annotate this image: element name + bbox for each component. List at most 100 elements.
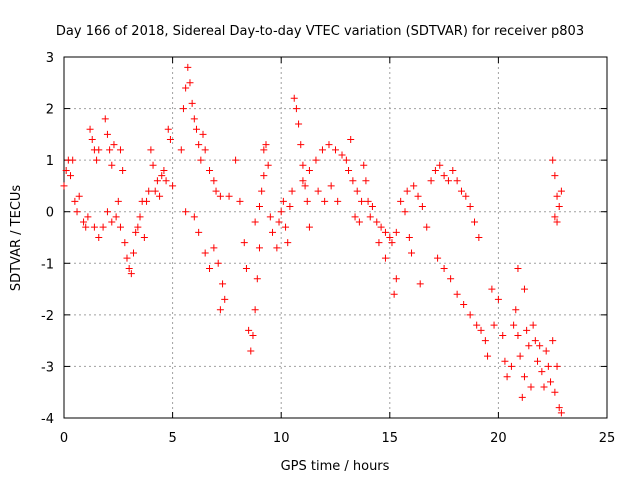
data-point: [557, 409, 565, 417]
x-tick-label: 0: [60, 431, 68, 446]
data-point: [416, 280, 424, 288]
x-tick-label: 20: [490, 431, 507, 446]
data-point: [60, 182, 68, 190]
data-point: [251, 218, 259, 226]
data-point: [242, 264, 250, 272]
data-point: [197, 156, 205, 164]
x-tick-label: 15: [382, 431, 399, 446]
data-point: [533, 357, 541, 365]
data-point: [351, 213, 359, 221]
data-point: [67, 172, 75, 180]
data-point: [188, 99, 196, 107]
data-point: [297, 141, 305, 149]
grid-lines: [64, 57, 607, 418]
data-point: [125, 264, 133, 272]
data-point: [473, 321, 481, 329]
data-point: [62, 166, 70, 174]
data-point: [434, 254, 442, 262]
data-point: [162, 177, 170, 185]
data-point: [388, 239, 396, 247]
data-point: [360, 161, 368, 169]
data-point: [475, 234, 483, 241]
data-point: [93, 156, 101, 164]
data-point: [447, 275, 455, 283]
data-point: [288, 187, 296, 195]
data-point: [549, 156, 557, 164]
data-point: [381, 228, 389, 236]
data-point: [153, 177, 161, 185]
data-point: [182, 208, 190, 216]
data-point: [390, 290, 398, 298]
data-point: [555, 203, 563, 211]
chart-title: Day 166 of 2018, Sidereal Day-to-day VTE…: [56, 24, 584, 39]
data-point: [401, 208, 409, 216]
data-point: [321, 197, 329, 205]
data-point: [299, 177, 307, 185]
x-tick-label: 10: [273, 431, 290, 446]
data-point: [547, 378, 555, 386]
data-point: [386, 234, 394, 241]
data-point: [325, 141, 333, 149]
data-point: [158, 172, 166, 180]
data-point: [490, 321, 498, 329]
data-point: [206, 264, 214, 272]
data-point: [266, 213, 274, 221]
data-point: [206, 166, 214, 174]
data-point: [160, 166, 168, 174]
data-point: [136, 213, 144, 221]
data-point: [431, 166, 439, 174]
data-point: [520, 373, 528, 381]
data-point: [403, 187, 411, 195]
data-point: [525, 342, 533, 350]
data-point: [499, 331, 507, 339]
data-point: [449, 166, 457, 174]
data-point: [71, 197, 79, 205]
data-point: [536, 342, 544, 350]
data-point: [527, 383, 535, 391]
data-point: [73, 208, 81, 216]
data-point: [123, 254, 131, 262]
data-point: [214, 259, 222, 267]
data-point: [262, 141, 270, 149]
data-point: [520, 285, 528, 293]
data-point: [303, 197, 311, 205]
data-points: [60, 63, 565, 417]
data-point: [540, 383, 548, 391]
data-point: [236, 197, 244, 205]
data-point: [103, 208, 111, 216]
data-point: [423, 223, 431, 231]
data-point: [101, 115, 109, 123]
data-point: [190, 213, 198, 221]
data-point: [260, 146, 268, 154]
data-point: [255, 244, 263, 252]
data-point: [551, 213, 559, 221]
data-point: [116, 223, 124, 231]
data-point: [481, 337, 489, 345]
data-point: [514, 264, 522, 272]
data-point: [179, 105, 187, 113]
data-point: [345, 166, 353, 174]
data-point: [518, 393, 526, 401]
data-point: [260, 172, 268, 180]
data-point: [477, 326, 485, 334]
data-point: [264, 161, 272, 169]
data-point: [143, 197, 151, 205]
data-point: [436, 161, 444, 169]
data-point: [314, 187, 322, 195]
data-point: [501, 357, 509, 365]
data-point: [551, 388, 559, 396]
data-point: [195, 228, 203, 236]
data-point: [112, 213, 120, 221]
data-point: [347, 136, 355, 144]
y-tick-label: -3: [41, 360, 54, 375]
data-point: [251, 306, 259, 314]
data-point: [484, 352, 492, 360]
data-point: [544, 362, 552, 370]
data-point: [255, 203, 263, 211]
data-point: [338, 151, 346, 159]
data-point: [512, 306, 520, 314]
data-point: [358, 197, 366, 205]
data-point: [212, 187, 220, 195]
data-point: [460, 301, 468, 309]
